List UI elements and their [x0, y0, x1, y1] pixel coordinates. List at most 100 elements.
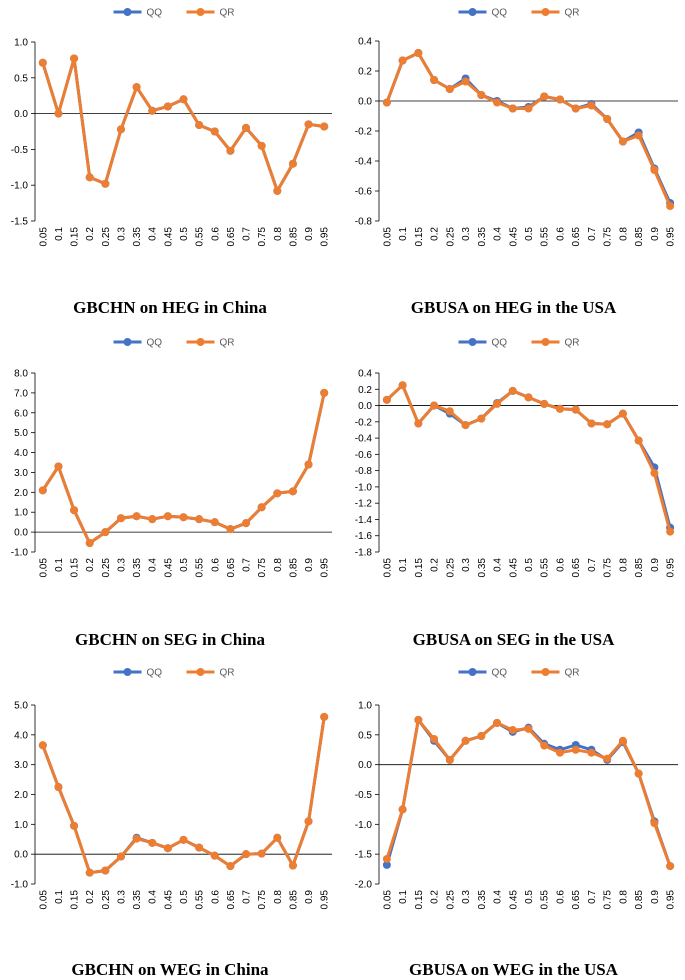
data-point	[148, 106, 157, 115]
x-tick-label: 0.7	[587, 558, 598, 572]
y-tick-label: -1.0	[11, 181, 29, 192]
data-point	[398, 805, 407, 814]
chart-title: GBCHN on HEG in China	[73, 298, 267, 317]
legend-marker	[541, 338, 550, 346]
x-tick-label: 0.9	[304, 890, 315, 904]
data-point	[445, 85, 454, 93]
data-point	[571, 745, 580, 754]
series-line	[385, 51, 672, 204]
legend-label: QR	[565, 668, 580, 679]
x-tick-label: 0.35	[132, 227, 143, 247]
legend-label: QR	[220, 668, 235, 679]
chart-svg: QQ QR 8.0 7.0 6.0 5.0 4.0 3.0 2.0 1.0 0.0 -1.0 0.05 0…	[11, 338, 332, 578]
x-tick-label: 0.3	[461, 558, 472, 572]
x-tick-label: 0.35	[132, 890, 143, 910]
legend-marker	[468, 338, 477, 346]
chart-panel-gbchn-weg: QQ QR 5.0 4.0 3.0 2.0 1.0 0.0 -1.0 0.05 0.1 0.15 0.2…	[0, 660, 340, 979]
y-tick-label: -1.4	[355, 515, 373, 526]
data-point	[304, 817, 313, 826]
x-tick-label: 0.85	[288, 558, 299, 578]
x-tick-label: 0.2	[430, 558, 441, 572]
data-point	[38, 486, 47, 495]
y-tick-label: 0.2	[358, 67, 372, 78]
data-point	[101, 866, 110, 875]
y-tick-label: -0.8	[355, 217, 373, 228]
legend-item-qq: QQ	[113, 8, 163, 19]
legend-label: QR	[220, 8, 235, 19]
x-tick-label: 0.1	[54, 227, 65, 241]
data-point	[210, 127, 219, 136]
x-tick-label: 0.3	[116, 890, 127, 904]
y-tick-label: 1.0	[14, 38, 28, 49]
x-tick-label: 0.7	[242, 227, 253, 241]
x-tick-label: 0.05	[382, 227, 393, 247]
data-point	[493, 98, 502, 107]
y-tick-label: 3.0	[14, 468, 28, 479]
x-tick-label: 0.55	[540, 558, 551, 578]
x-tick-label: 0.6	[555, 890, 566, 904]
series-line	[41, 57, 325, 193]
legend-label: QQ	[147, 8, 163, 19]
x-tick-label: 0.8	[618, 890, 629, 904]
legend-item-qq: QQ	[113, 668, 162, 679]
x-tick-label: 0.25	[101, 890, 112, 910]
x-tick-label: 0.25	[445, 890, 456, 910]
x-tick-label: 0.7	[587, 890, 598, 904]
x-tick-label: 0.9	[650, 558, 661, 572]
legend-label: QQ	[147, 338, 163, 349]
x-tick-label: 0.95	[666, 227, 677, 247]
x-tick-label: 0.3	[461, 227, 472, 241]
y-tick-label: 0.0	[14, 850, 28, 861]
y-tick-label: 0.0	[358, 97, 372, 108]
y-tick-label: -0.5	[11, 145, 29, 156]
data-point	[618, 409, 627, 418]
x-tick-label: 0.3	[461, 890, 472, 904]
x-tick-label: 0.6	[210, 227, 221, 241]
x-tick-label: 0.1	[54, 890, 65, 904]
data-point	[132, 512, 141, 521]
x-tick-label: 0.75	[603, 558, 614, 578]
legend-marker	[541, 668, 550, 676]
x-tick-label: 0.55	[195, 558, 206, 578]
x-tick-label: 0.85	[288, 890, 299, 910]
x-tick-label: 0.6	[210, 558, 221, 572]
y-tick-label: -1.5	[355, 850, 373, 861]
chart-panel-gbusa-seg: QQ QR 0.4 0.2 0.0 -0.2 -0.4 -0.6 -0.8 -1.0 -1.2 -1.…	[342, 330, 685, 655]
series-qr	[382, 381, 675, 536]
data-point	[445, 407, 454, 416]
chart-svg: QQ QR 0.4 0.2 0.0 -0.2 -0.4 -0.6 -0.8 0.05 0.1 0.15…	[355, 8, 678, 247]
series-line	[385, 718, 672, 867]
x-tick-label: 0.1	[398, 890, 409, 904]
chart-svg: QQ QR 1.0 0.5 0.0 -0.5 -1.0 -1.5 -2.0 0.05 0.1 0.15…	[355, 668, 678, 910]
x-tick-label: 0.9	[304, 227, 315, 241]
x-tick-label: 0.15	[414, 227, 425, 247]
data-point	[398, 381, 407, 390]
data-point	[540, 92, 549, 101]
y-tick-label: 1.0	[358, 701, 372, 712]
x-tick-label: 0.95	[320, 227, 331, 247]
x-tick-label: 0.7	[587, 227, 598, 241]
data-point	[430, 76, 439, 84]
legend-item-qr: QR	[186, 668, 235, 679]
y-tick-label: 0.0	[14, 528, 28, 539]
data-point	[555, 95, 564, 104]
y-tick-label: 0.4	[358, 369, 372, 380]
data-point	[148, 515, 157, 524]
data-point	[540, 399, 549, 408]
x-tick-label: 0.45	[163, 227, 174, 247]
series-line	[385, 51, 672, 207]
y-tick-label: 8.0	[14, 369, 28, 380]
series-qr	[38, 712, 329, 877]
x-tick-label: 0.85	[288, 227, 299, 247]
x-tick-label: 0.5	[524, 558, 535, 572]
data-point	[508, 386, 517, 395]
y-tick-label: 2.0	[14, 790, 28, 801]
data-point	[70, 506, 79, 515]
x-tick-label: 0.35	[477, 890, 488, 910]
y-tick-label: -2.0	[355, 880, 373, 891]
chart-panel-gbchn-seg: QQ QR 8.0 7.0 6.0 5.0 4.0 3.0 2.0 1.0 0.0 -1.0 0.05 0…	[0, 330, 340, 655]
data-point	[477, 732, 486, 741]
y-tick-label: -0.6	[355, 187, 373, 198]
data-point	[70, 54, 79, 63]
y-tick-label: -1.2	[355, 499, 373, 510]
